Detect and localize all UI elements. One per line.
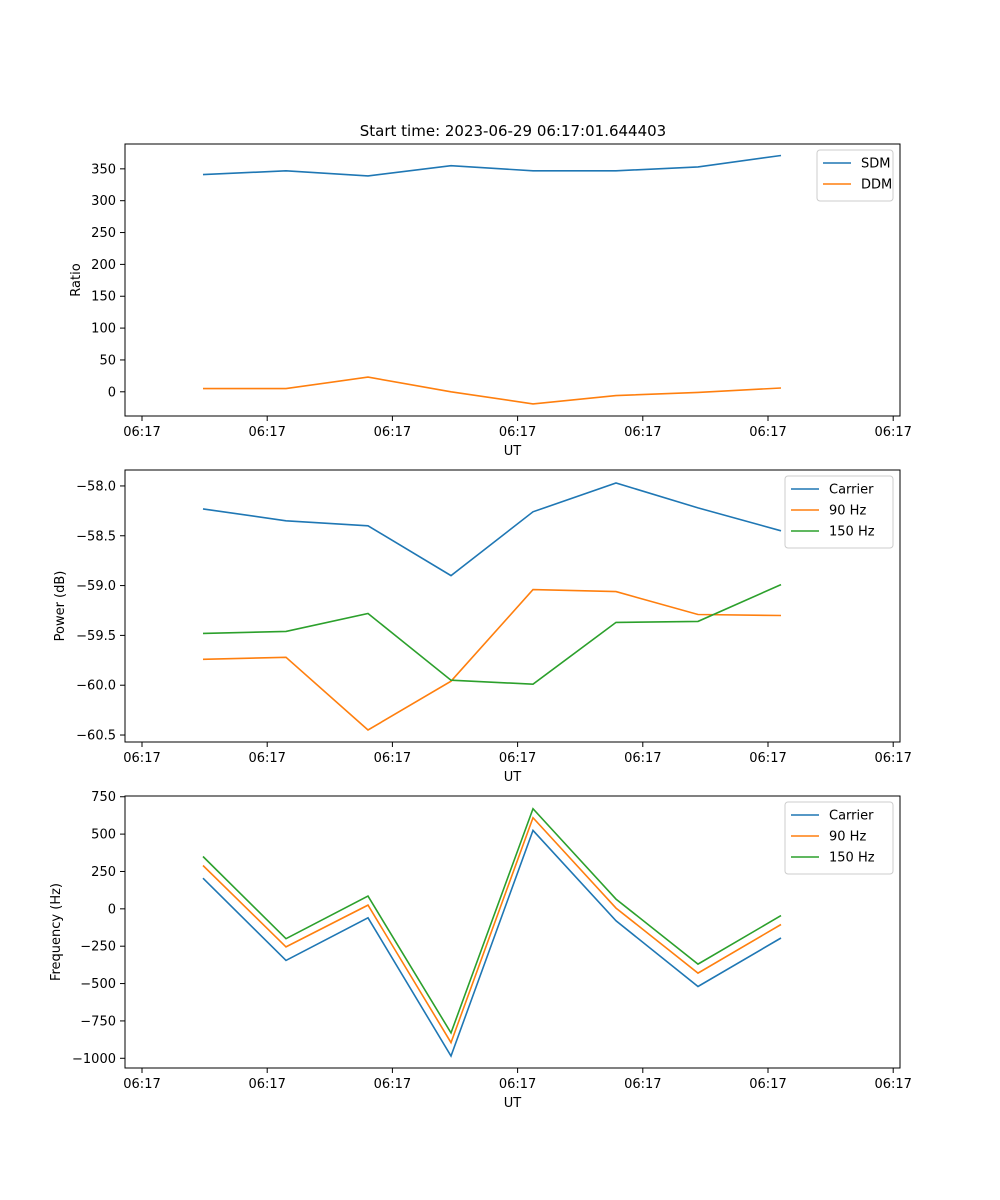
axes-frame [124, 469, 901, 743]
series-line-ddm [203, 376, 782, 405]
x-tick-label: 06:17 [749, 425, 786, 440]
y-tick-label: −500 [80, 977, 116, 992]
x-tick-label: 06:17 [749, 1077, 786, 1092]
x-tick-label: 06:17 [123, 751, 160, 766]
y-tick-label: −750 [80, 1014, 116, 1029]
legend-label: Carrier [829, 483, 874, 498]
legend-label: Carrier [829, 809, 874, 824]
y-tick-label: 750 [91, 790, 116, 805]
x-tick-label: 06:17 [624, 751, 661, 766]
x-tick-label: 06:17 [499, 425, 536, 440]
y-tick-label: 100 [91, 322, 116, 337]
series-line-90-hz [202, 816, 782, 1045]
legend-label: SDM [861, 157, 890, 172]
x-tick-label: 06:17 [874, 1077, 911, 1092]
axes-frame [124, 795, 901, 1069]
y-tick-label: −250 [80, 940, 116, 955]
y-tick-label: 250 [91, 865, 116, 880]
axes-frame [124, 143, 901, 417]
y-tick-label: 50 [99, 353, 116, 368]
legend-label: 150 Hz [829, 851, 875, 866]
y-tick-label: −58.5 [76, 529, 116, 544]
panels: 06:1706:1706:1706:1706:1706:1706:1706:18… [49, 143, 1000, 1111]
x-tick-label: 06:17 [749, 751, 786, 766]
figure-title: Start time: 2023-06-29 06:17:01.644403 [360, 122, 666, 140]
x-tick-label: 06:17 [374, 1077, 411, 1092]
x-tick-label: 06:17 [874, 425, 911, 440]
x-tick-label: 06:17 [499, 751, 536, 766]
y-tick-label: 200 [91, 258, 116, 273]
x-tick-label: 06:17 [123, 1077, 160, 1092]
legend-label: 90 Hz [829, 830, 866, 845]
y-tick-label: 0 [108, 902, 116, 917]
legend: Carrier 90 Hz 150 Hz [784, 801, 894, 875]
legend-label: 150 Hz [829, 525, 875, 540]
x-tick-label: 06:17 [374, 751, 411, 766]
chart-panel-2: 06:1706:1706:1706:1706:1706:1706:1706:18… [53, 469, 1000, 785]
x-axis-label: UT [504, 444, 522, 459]
x-tick-label: 06:17 [248, 751, 285, 766]
legend-label: DDM [861, 178, 892, 193]
y-tick-label: −60.5 [76, 729, 116, 744]
y-axis-label: Power (dB) [53, 571, 68, 642]
y-axis-label: Frequency (Hz) [49, 883, 64, 981]
legend-label: 90 Hz [829, 504, 866, 519]
x-tick-label: 06:17 [624, 425, 661, 440]
series-line-90-hz [202, 588, 782, 731]
x-tick-label: 06:17 [374, 425, 411, 440]
y-tick-label: −59.0 [76, 579, 116, 594]
x-tick-label: 06:17 [499, 1077, 536, 1092]
series-line-150-hz [202, 807, 782, 1035]
chart-panel-1: 06:1706:1706:1706:1706:1706:1706:1706:18… [69, 143, 1000, 459]
y-tick-label: 350 [91, 162, 116, 177]
y-tick-label: 250 [91, 226, 116, 241]
x-tick-label: 06:17 [624, 1077, 661, 1092]
chart-panel-3: 06:1706:1706:1706:1706:1706:1706:1706:18… [49, 790, 1000, 1111]
x-tick-label: 06:17 [123, 425, 160, 440]
legend-box [784, 475, 894, 549]
y-tick-label: 300 [91, 194, 116, 209]
x-tick-label: 06:17 [248, 1077, 285, 1092]
y-axis-label: Ratio [69, 263, 84, 296]
x-tick-label: 06:17 [874, 751, 911, 766]
x-axis-label: UT [504, 1096, 522, 1111]
x-axis-label: UT [504, 770, 522, 785]
series-line-carrier [202, 482, 782, 577]
y-tick-label: 500 [91, 828, 116, 843]
x-tick-label: 06:17 [248, 425, 285, 440]
series-line-carrier [202, 828, 782, 1058]
series-line-sdm [202, 154, 782, 177]
y-tick-label: −60.0 [76, 679, 116, 694]
series-line-150-hz [202, 583, 782, 686]
legend: Carrier 90 Hz 150 Hz [784, 475, 894, 549]
y-tick-label: −59.5 [76, 629, 116, 644]
y-tick-label: 0 [108, 385, 116, 400]
legend: SDM DDM [816, 149, 894, 202]
y-tick-label: −1000 [72, 1052, 116, 1067]
y-tick-label: −58.0 [76, 479, 116, 494]
y-tick-label: 150 [91, 290, 116, 305]
legend-box [784, 801, 894, 875]
